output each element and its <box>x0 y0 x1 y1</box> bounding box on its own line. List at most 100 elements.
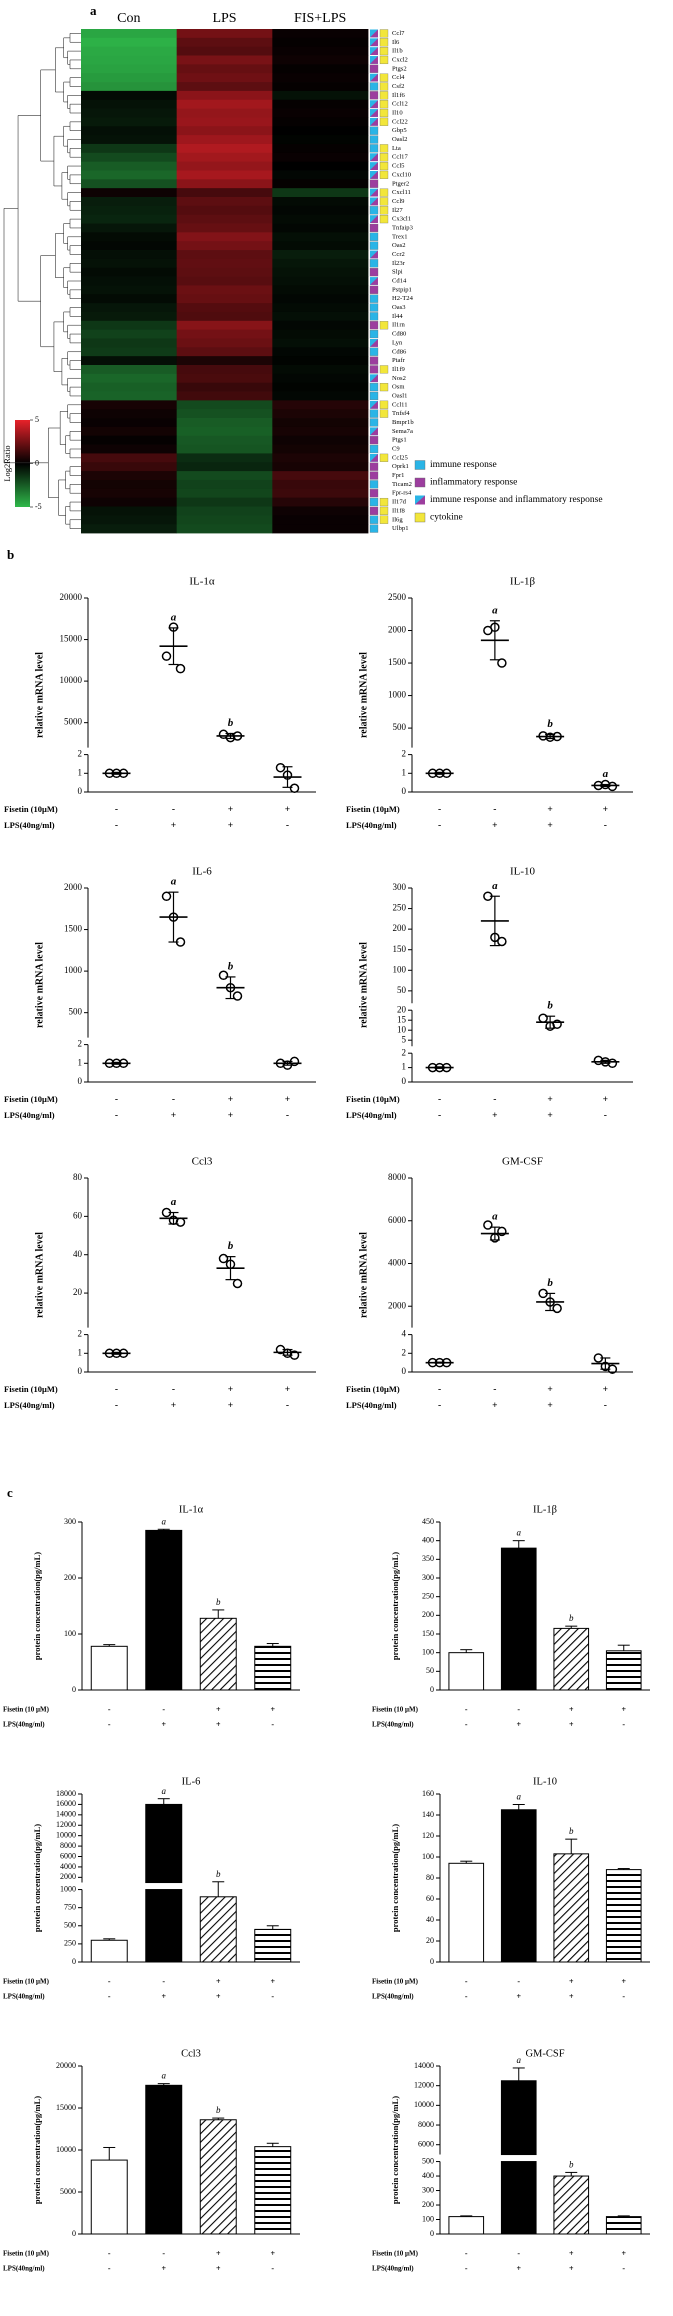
heat-cell <box>272 515 369 525</box>
term-part <box>370 29 378 38</box>
term-cell <box>370 453 378 462</box>
treatment-sign: + <box>161 1992 166 2001</box>
y-tick-label: 100 <box>422 2214 434 2223</box>
gene-label: Il1rn <box>392 322 406 329</box>
y-tick-label: 50 <box>397 985 407 995</box>
term-cell <box>369 259 379 268</box>
data-point <box>104 768 115 779</box>
heat-cell <box>272 294 369 304</box>
data-point <box>545 732 555 742</box>
term-cell <box>369 179 379 188</box>
term-cell <box>379 144 389 153</box>
y-tick-label: 300 <box>422 2185 434 2194</box>
term-cell <box>369 321 379 330</box>
panel-label: b <box>7 547 14 562</box>
treatment-sign: + <box>216 2264 221 2273</box>
term-cell <box>369 82 379 91</box>
treatment-sign: - <box>108 1977 111 1986</box>
term-part <box>370 109 378 117</box>
heat-cell <box>176 108 273 118</box>
heat-cell <box>272 170 369 180</box>
heat-cell <box>272 197 369 207</box>
gene-label: Ccl5 <box>392 163 405 170</box>
heat-cell <box>272 258 369 269</box>
gene-label: Cd80 <box>392 331 407 338</box>
significance-letter: b <box>569 1826 574 1836</box>
significance-letter: a <box>492 1211 498 1223</box>
data-point <box>111 1058 122 1069</box>
treatment-label: Fisetin (10μM) <box>4 804 58 814</box>
data-point <box>483 1220 493 1230</box>
term-part <box>370 47 378 56</box>
y-tick-label: 2 <box>402 1347 407 1357</box>
heat-cell <box>81 205 178 216</box>
treatment-sign: - <box>604 821 607 831</box>
term-cell <box>379 215 389 224</box>
heat-cell <box>272 205 369 216</box>
y-tick-label: 100 <box>64 1629 76 1638</box>
term-cell <box>369 206 379 215</box>
treatment-sign: - <box>172 1385 175 1395</box>
term-cell <box>379 38 389 47</box>
y-tick-label: 20000 <box>60 592 83 602</box>
heat-cell <box>81 73 178 83</box>
term-cell <box>370 38 378 47</box>
treatment-sign: - <box>172 1095 175 1105</box>
heat-cell <box>272 82 369 92</box>
heat-cell <box>272 488 369 499</box>
heat-cell <box>272 285 369 295</box>
heat-cell <box>272 373 369 384</box>
y-tick-label: 5000 <box>60 2187 76 2196</box>
y-axis-label: protein concentration(pg/mL) <box>32 2096 42 2204</box>
y-tick-label: 16000 <box>56 1799 76 1808</box>
term-cell <box>379 515 389 524</box>
y-tick-label: 5 <box>402 1034 407 1044</box>
treatment-sign: + <box>547 1401 552 1411</box>
bar <box>553 1627 590 1691</box>
chart-title: IL-1β <box>533 1504 557 1515</box>
term-cell <box>369 135 379 144</box>
y-tick-label: 0 <box>402 1076 407 1086</box>
significance-letter: a <box>171 1196 177 1208</box>
data-point <box>552 1303 562 1314</box>
data-point <box>104 1348 115 1359</box>
y-tick-label: 100 <box>393 964 407 974</box>
bar <box>553 2175 590 2235</box>
treatment-sign: - <box>493 1095 496 1105</box>
significance-letter: b <box>569 2159 574 2169</box>
legend-swatch <box>414 477 426 488</box>
heat-cell <box>272 73 369 83</box>
treatment-sign: - <box>162 2249 165 2258</box>
heat-cell <box>272 276 369 286</box>
term-cell <box>379 506 389 515</box>
data-point <box>175 1217 186 1227</box>
gene-label: Cd14 <box>392 278 407 285</box>
bar <box>145 1529 183 1691</box>
term-cell <box>379 453 389 462</box>
term-cell <box>370 29 378 38</box>
treatment-sign: - <box>604 1401 607 1411</box>
heat-cell <box>272 188 369 198</box>
treatment-sign: - <box>465 1705 468 1714</box>
data-point <box>232 1278 243 1289</box>
y-tick-label: 40 <box>426 1915 434 1924</box>
colorbar-tick-label: 5 <box>35 415 39 424</box>
data-point <box>118 1348 129 1359</box>
data-point <box>218 1253 229 1264</box>
data-point <box>545 1297 555 1307</box>
bar <box>500 1809 537 1963</box>
data-point <box>161 651 172 661</box>
y-axis-label: relative mRNA level <box>358 652 369 738</box>
bar <box>199 2119 237 2235</box>
y-tick-label: 0 <box>78 786 83 796</box>
treatment-sign: + <box>621 2249 626 2258</box>
term-cell <box>379 91 389 100</box>
term-cell <box>369 223 379 233</box>
term-cell <box>369 126 379 135</box>
heat-cell <box>81 152 178 163</box>
heat-cell <box>272 143 369 154</box>
term-cell <box>370 277 378 285</box>
gene-label: Pstpip1 <box>392 286 412 293</box>
treatment-sign: - <box>115 805 118 815</box>
gene-label: Cxcl2 <box>392 56 408 63</box>
